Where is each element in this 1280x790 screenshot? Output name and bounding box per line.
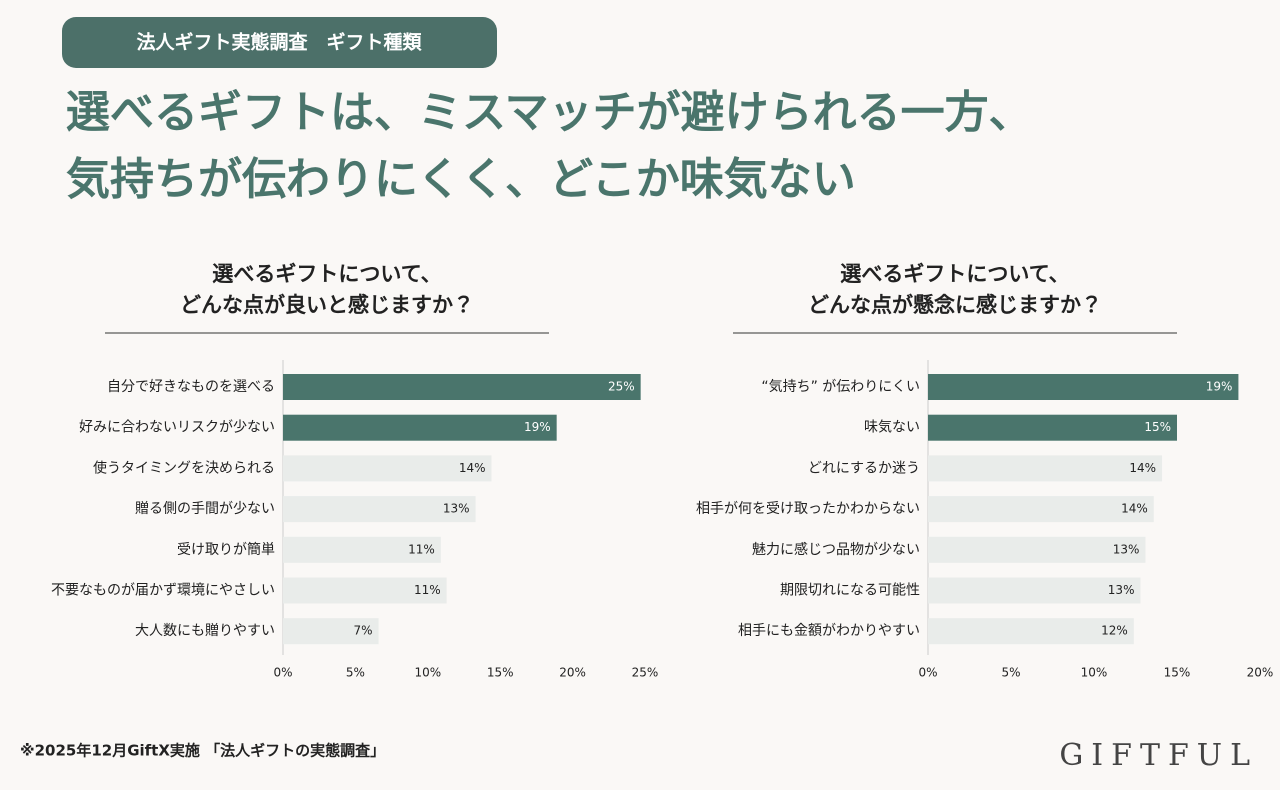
category-label: 自分で好きなものを選べる <box>107 379 275 395</box>
category-label: 不要なものが届かず環境にやさしい <box>51 583 275 599</box>
value-label: 15% <box>1144 420 1171 434</box>
x-tick-label: 20% <box>559 666 586 680</box>
value-label: 11% <box>414 583 441 597</box>
category-label: 好みに合わないリスクが少ない <box>79 420 275 436</box>
chart-title: どんな点が良いと感じますか？ <box>180 293 474 317</box>
category-label: 期限切れになる可能性 <box>780 583 920 599</box>
x-tick-label: 5% <box>346 666 365 680</box>
title-line: 気持ちが伝わりにくく、どこか味気ない <box>66 154 856 205</box>
bar <box>283 618 379 645</box>
logo: GIFTFUL <box>1059 738 1258 773</box>
bar <box>928 618 1134 645</box>
x-tick-label: 5% <box>1001 666 1020 680</box>
bar <box>928 455 1163 482</box>
x-tick-label: 20% <box>1247 666 1274 680</box>
value-label: 13% <box>1108 583 1135 597</box>
category-label: 使うタイミングを決められる <box>93 459 275 476</box>
chart-title: どんな点が懸念に感じますか？ <box>808 293 1102 317</box>
x-tick-label: 0% <box>273 666 292 680</box>
value-label: 14% <box>1121 502 1148 516</box>
bar <box>928 496 1154 523</box>
category-label: 味気ない <box>864 420 920 436</box>
category-label: “気持ち” が伝わりにくい <box>761 379 920 395</box>
value-label: 13% <box>1113 542 1140 556</box>
chart-title: 選べるギフトについて、 <box>840 262 1069 286</box>
bar <box>928 374 1239 400</box>
category-label: どれにするか迷う <box>808 460 920 476</box>
bar <box>283 455 492 482</box>
value-label: 19% <box>1206 380 1233 394</box>
bar <box>283 536 441 563</box>
value-label: 25% <box>608 380 635 394</box>
value-label: 7% <box>354 624 373 638</box>
category-label: 魅力に感じつ品物が少ない <box>752 541 920 558</box>
bar <box>283 374 641 400</box>
tag: 法人ギフト実態調査 ギフト種類 <box>136 31 422 54</box>
bar <box>928 577 1141 604</box>
tag-pill <box>62 17 497 68</box>
value-label: 12% <box>1101 624 1128 638</box>
category-label: 相手にも金額がわかりやすい <box>738 623 920 639</box>
bar <box>283 496 476 523</box>
bar <box>283 414 557 441</box>
x-tick-label: 10% <box>1081 666 1108 680</box>
category-label: 受け取りが簡単 <box>177 542 275 558</box>
bar <box>283 577 447 604</box>
bar <box>928 536 1146 563</box>
category-label: 大人数にも贈りやすい <box>135 623 275 639</box>
bar <box>928 414 1177 441</box>
category-label: 贈る側の手間が少ない <box>135 501 275 517</box>
x-tick-label: 15% <box>487 666 514 680</box>
value-label: 14% <box>1129 461 1156 475</box>
x-tick-label: 25% <box>632 666 659 680</box>
x-tick-label: 10% <box>414 666 441 680</box>
chart-title: 選べるギフトについて、 <box>212 262 441 286</box>
value-label: 11% <box>408 542 435 556</box>
value-label: 13% <box>443 502 470 516</box>
x-tick-label: 15% <box>1164 666 1191 680</box>
value-label: 19% <box>524 420 551 434</box>
category-label: 相手が何を受け取ったかわからない <box>696 501 920 517</box>
x-tick-label: 0% <box>918 666 937 680</box>
value-label: 14% <box>459 461 486 475</box>
title-line: 選べるギフトは、ミスマッチが避けられる一方、 <box>66 87 1033 138</box>
footnote: ※2025年12月GiftX実施 「法人ギフトの実態調査」 <box>20 742 385 760</box>
